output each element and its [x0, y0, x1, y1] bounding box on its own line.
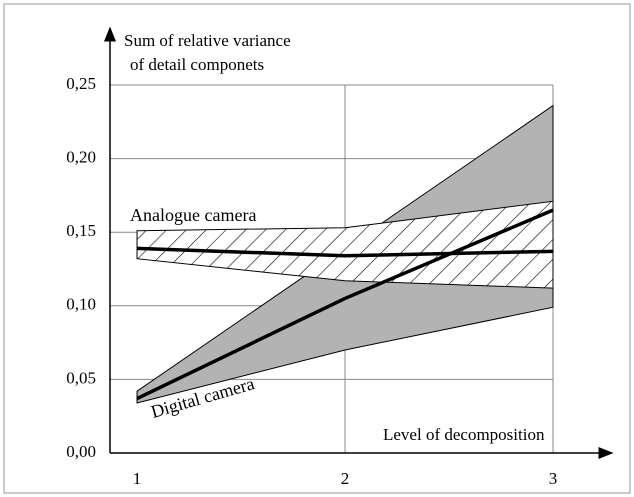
y-tick-label: 0,15 [66, 221, 96, 240]
y-axis-label: of detail componets [130, 55, 264, 74]
y-tick-label: 0,10 [66, 295, 96, 314]
series-line [136, 208, 554, 401]
frame [3, 3, 631, 494]
band [136, 200, 554, 289]
series-label: Analogue camera [130, 205, 256, 225]
series-line [136, 246, 554, 258]
y-tick-label: 0,00 [66, 442, 96, 461]
y-tick-label: 0,20 [66, 148, 96, 167]
y-tick-label: 0,25 [66, 74, 96, 93]
y-tick-label: 0,05 [66, 368, 96, 387]
x-tick-label: 1 [133, 469, 142, 488]
x-tick-label: 2 [341, 469, 350, 488]
x-axis-label: Level of decomposition [383, 425, 545, 444]
y-axis-label: Sum of relative variance [124, 31, 291, 50]
x-tick-label: 3 [549, 469, 558, 488]
